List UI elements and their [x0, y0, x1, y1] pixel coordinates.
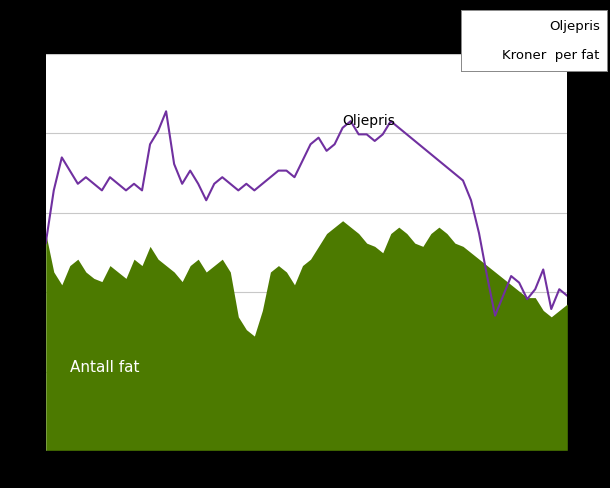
Text: Kroner  per fat: Kroner per fat: [502, 49, 600, 62]
Text: Antall fat: Antall fat: [70, 360, 139, 375]
Text: Oljepris: Oljepris: [343, 114, 395, 128]
Text: Oljepris: Oljepris: [549, 20, 600, 33]
